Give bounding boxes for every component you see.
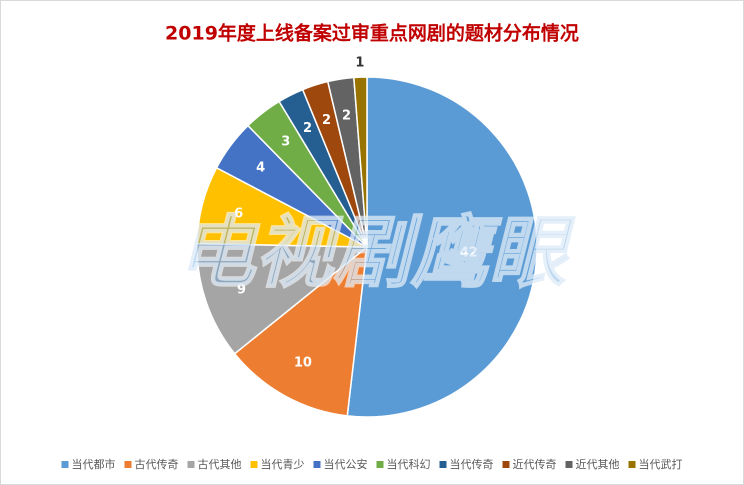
legend-label: 当代武打 bbox=[639, 457, 683, 471]
legend-marker bbox=[376, 461, 384, 468]
legend-label: 古代传奇 bbox=[135, 458, 179, 471]
legend-marker bbox=[61, 461, 69, 468]
legend-marker bbox=[565, 461, 573, 468]
pie-slice bbox=[233, 245, 368, 417]
data-label: 2 bbox=[342, 108, 351, 123]
pie-slice bbox=[196, 242, 370, 355]
data-label: 2 bbox=[303, 121, 312, 136]
legend-marker bbox=[187, 461, 195, 468]
watermark: 电视剧鹰眼 bbox=[177, 208, 576, 298]
legend-label: 古代其他 bbox=[198, 458, 242, 471]
legend-marker bbox=[124, 461, 132, 468]
legend-label: 近代传奇 bbox=[513, 458, 557, 471]
legend-label: 当代都市 bbox=[72, 457, 116, 471]
legend-marker bbox=[250, 461, 258, 468]
data-label: 2 bbox=[322, 113, 331, 128]
pie-slice bbox=[353, 76, 368, 248]
legend-marker bbox=[313, 461, 321, 468]
legend-label: 当代青少 bbox=[261, 457, 305, 471]
legend-label: 当代传奇 bbox=[450, 457, 494, 471]
data-label: 42 bbox=[460, 245, 478, 260]
data-label: 1 bbox=[355, 56, 364, 71]
legend-marker bbox=[628, 461, 636, 468]
data-label: 9 bbox=[237, 282, 246, 297]
legend-marker bbox=[439, 461, 447, 468]
data-label: 4 bbox=[256, 160, 265, 175]
data-label: 6 bbox=[234, 206, 243, 221]
data-label: 10 bbox=[294, 356, 312, 371]
legend-label: 近代其他 bbox=[576, 458, 620, 471]
legend: 当代都市 古代传奇 古代其他 当代青少 当代公安 当代科幻 当代传奇 近代传奇 近代其他 当代武打 bbox=[61, 457, 683, 471]
data-label: 3 bbox=[281, 135, 290, 150]
legend-label: 当代公安 bbox=[324, 457, 368, 471]
chart-title: 2019年度上线备案过审重点网剧的题材分布情况 bbox=[165, 22, 579, 45]
legend-label: 当代科幻 bbox=[387, 457, 431, 471]
legend-marker bbox=[502, 461, 510, 468]
pie-slice bbox=[346, 76, 538, 418]
